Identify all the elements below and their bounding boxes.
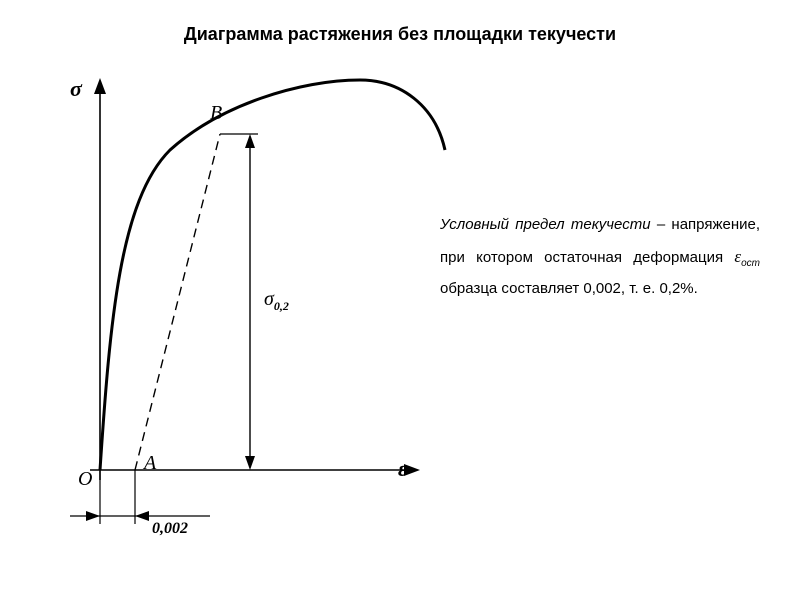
offset-dim-arrow-left [86,511,100,521]
diagram-svg [40,70,460,570]
sigma02-label: σ0,2 [264,288,289,314]
offset-dim-arrow-right [135,511,149,521]
point-b-label: B [210,102,222,125]
definition-part2: образца составляет 0,002, т. е. 0,2%. [440,280,698,297]
sigma02-symbol: σ [264,288,274,310]
stress-strain-diagram: σ ε O A B σ0,2 0,002 [40,70,460,570]
offset-value-label: 0,002 [152,520,188,538]
term: Условный предел текучести [440,216,651,233]
sigma02-dim-arrow-top [245,134,255,148]
y-axis-arrow [94,78,106,94]
x-axis-label: ε [398,456,407,482]
point-a-label: A [144,452,156,475]
epsilon-subscript: ост [741,258,760,269]
sigma02-subscript: 0,2 [274,299,289,313]
definition-text: Условный предел текучести – напряжение, … [440,210,760,304]
page-title: Диаграмма растяжения без площадки текуче… [0,24,800,45]
origin-label: O [78,468,92,491]
y-axis-label: σ [70,76,82,102]
sigma02-dim-arrow-bottom [245,456,255,470]
stress-strain-curve [100,80,445,470]
